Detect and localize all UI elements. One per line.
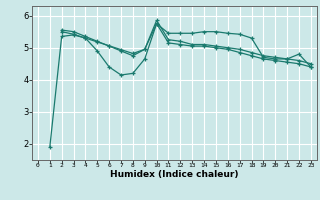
- X-axis label: Humidex (Indice chaleur): Humidex (Indice chaleur): [110, 170, 239, 179]
